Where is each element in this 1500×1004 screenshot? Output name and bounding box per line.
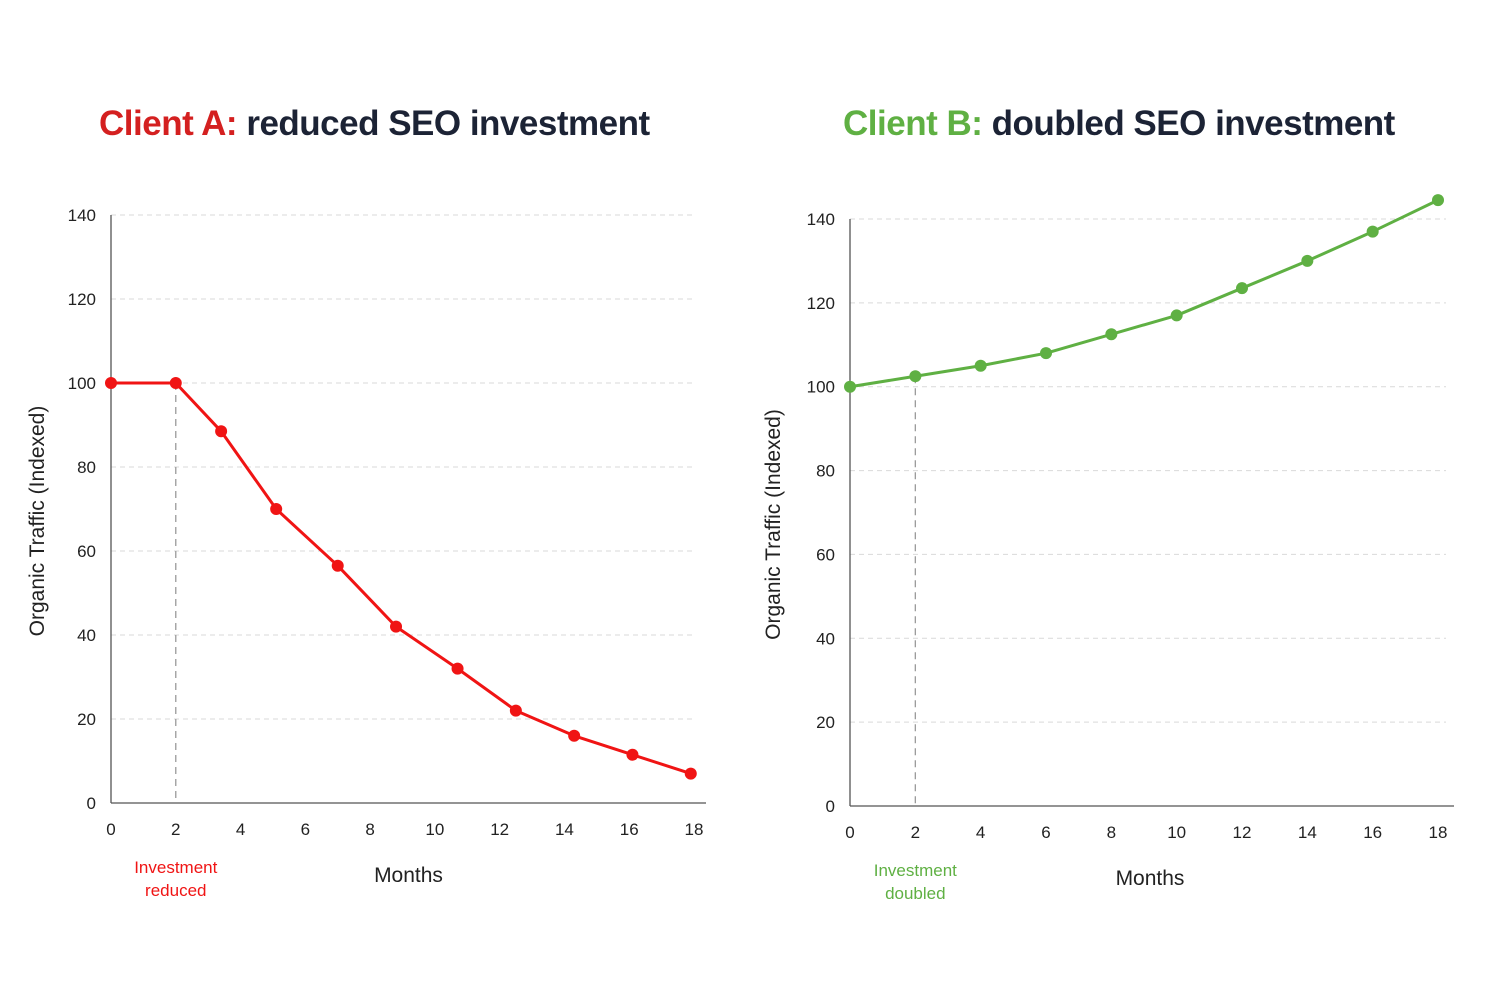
chart-a-y-tick-label: 120 — [68, 290, 96, 309]
chart-b-y-tick-label: 40 — [816, 629, 835, 648]
chart-b-data-point — [1432, 194, 1444, 207]
chart-b-y-tick-label: 0 — [826, 797, 835, 816]
chart-a-y-tick-label: 140 — [68, 206, 96, 225]
title-rest: doubled SEO investment — [982, 104, 1396, 143]
chart-a-x-axis-label: Months — [374, 864, 443, 887]
chart-a-data-point — [105, 377, 117, 389]
chart-b-data-point — [1170, 309, 1183, 322]
chart-b-y-tick-label: 20 — [816, 713, 835, 732]
chart-a-event-annotation-line2: reduced — [145, 881, 206, 900]
chart-a-x-tick-label: 16 — [620, 820, 639, 839]
chart-b-x-tick-label: 8 — [1107, 823, 1116, 842]
chart-a-y-tick-label: 60 — [77, 542, 96, 561]
title-prefix: Client B: — [843, 104, 983, 143]
chart-a-data-point — [568, 729, 581, 742]
chart-b-data-point — [909, 370, 922, 383]
chart-a-y-tick-label: 0 — [87, 794, 96, 813]
chart-a-x-tick-label: 18 — [685, 820, 704, 839]
chart-a-y-tick-label: 40 — [77, 626, 96, 645]
chart-a-y-tick-label: 80 — [77, 458, 96, 477]
chart-a-x-tick-label: 4 — [236, 820, 245, 839]
chart-a-event-annotation-line1: Investment — [134, 858, 217, 877]
chart-b-x-tick-label: 0 — [845, 823, 854, 842]
chart-b-data-point — [844, 380, 856, 393]
chart-b-data-point — [1301, 254, 1314, 267]
chart-a-x-tick-label: 8 — [365, 820, 374, 839]
chart-b-x-tick-label: 16 — [1363, 823, 1382, 842]
chart-title-client-a: Client A: reduced SEO investment — [99, 104, 650, 144]
chart-a-x-tick-label: 2 — [171, 820, 180, 839]
chart-b-y-tick-label: 140 — [807, 210, 835, 229]
chart-b-x-tick-label: 6 — [1041, 823, 1050, 842]
chart-b-x-tick-label: 12 — [1233, 823, 1252, 842]
chart-a-x-tick-label: 0 — [106, 820, 115, 839]
chart-b-x-tick-label: 18 — [1429, 823, 1448, 842]
chart-a-data-point — [451, 662, 464, 675]
chart-a-data-point — [390, 620, 403, 633]
chart-a-data-point — [169, 377, 182, 389]
chart-b-data-point — [1236, 282, 1248, 295]
chart-b-data-point — [1040, 347, 1052, 360]
chart-b-y-tick-label: 60 — [816, 545, 835, 564]
chart-b-x-axis-label: Months — [1116, 867, 1185, 890]
chart-a-y-tick-label: 20 — [77, 710, 96, 729]
chart-a-series-line — [109, 381, 693, 776]
chart-a-data-point — [215, 425, 228, 438]
chart-b-x-tick-label: 2 — [911, 823, 920, 842]
chart-b-data-point — [1105, 328, 1118, 341]
chart-b-series-line — [848, 198, 1440, 389]
chart-a-x-tick-label: 12 — [490, 820, 509, 839]
chart-b-data-point — [974, 359, 987, 372]
chart-b-y-axis-label: Organic Traffic (Indexed) — [762, 409, 785, 640]
chart-a-data-point — [509, 704, 522, 717]
chart-b-data-point — [1366, 225, 1379, 238]
chart-a-data-point — [331, 559, 344, 572]
chart-b-x-tick-label: 10 — [1167, 823, 1186, 842]
chart-a-data-point — [626, 748, 639, 761]
chart-b-event-annotation-line1: Investment — [874, 861, 957, 880]
title-prefix: Client A: — [99, 104, 238, 143]
title-rest: reduced SEO investment — [237, 104, 650, 143]
chart-a-y-tick-label: 100 — [68, 374, 96, 393]
chart-title-client-b: Client B: doubled SEO investment — [843, 104, 1395, 144]
chart-b-y-tick-label: 80 — [816, 462, 835, 481]
chart-b-y-tick-label: 100 — [807, 378, 835, 397]
chart-b-x-tick-label: 4 — [976, 823, 985, 842]
chart-b-x-tick-label: 14 — [1298, 823, 1317, 842]
chart-a-x-tick-label: 6 — [301, 820, 310, 839]
chart-b-event-annotation-line2: doubled — [885, 884, 946, 903]
chart-a-x-tick-label: 10 — [425, 820, 444, 839]
chart-a-data-point — [270, 503, 283, 515]
chart-b-y-tick-label: 120 — [807, 294, 835, 313]
chart-a-data-point — [684, 767, 697, 780]
chart-a-y-axis-label: Organic Traffic (Indexed) — [26, 406, 49, 637]
chart-a-x-tick-label: 14 — [555, 820, 574, 839]
